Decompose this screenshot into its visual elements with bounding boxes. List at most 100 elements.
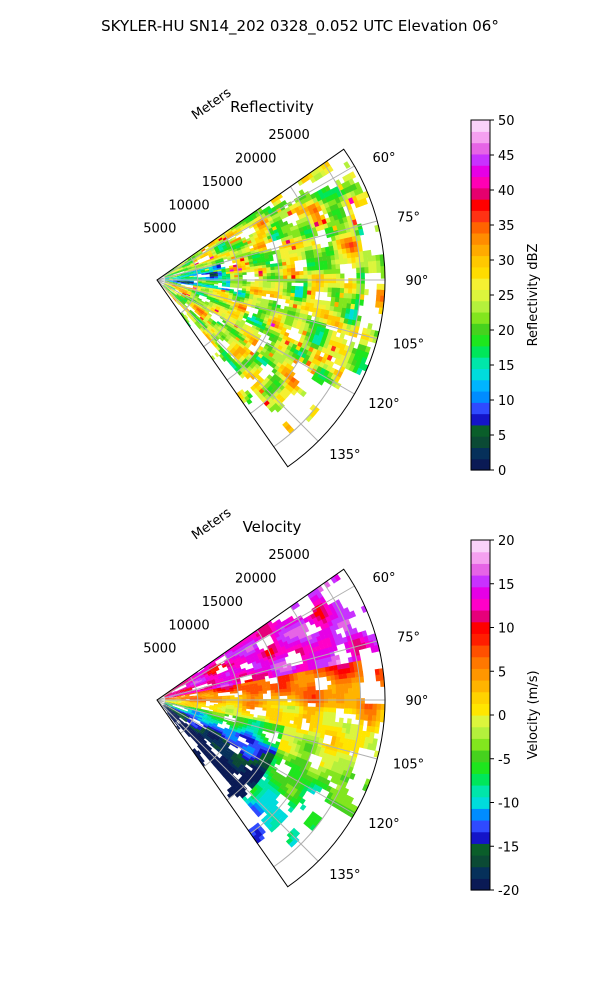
radar-cell <box>260 718 266 723</box>
radar-cell <box>208 673 213 677</box>
radar-cell <box>291 705 296 710</box>
radar-cell <box>246 281 251 285</box>
radar-cell <box>165 700 170 701</box>
radar-cell <box>224 652 230 657</box>
radar-cell <box>184 716 189 720</box>
radar-cell <box>253 217 260 223</box>
radar-cell <box>244 655 250 660</box>
radar-cell <box>198 682 204 685</box>
radar-cell <box>164 275 169 278</box>
radar-cell <box>175 715 179 720</box>
radar-cell <box>177 697 182 699</box>
radar-cell <box>181 713 186 717</box>
radar-cell <box>304 322 310 329</box>
radar-cell <box>342 722 348 729</box>
radar-cell <box>184 272 190 274</box>
radar-cell <box>187 299 192 303</box>
colorbar-swatch <box>471 244 490 257</box>
radar-cell <box>206 320 212 325</box>
radar-cell <box>358 228 365 236</box>
radar-cell <box>257 682 263 687</box>
radar-cell <box>288 234 294 240</box>
radar-cell <box>319 658 325 665</box>
radar-cell <box>168 272 173 275</box>
radar-cell <box>286 292 291 297</box>
radar-cell <box>342 175 349 183</box>
radar-cell <box>336 224 342 231</box>
radar-cell <box>216 304 222 308</box>
radar-cell <box>316 649 323 656</box>
radar-cell <box>333 573 341 582</box>
colorbar-swatch <box>471 808 490 821</box>
radar-cell <box>326 260 332 266</box>
figure-title: SKYLER-HU SN14_202 0328_0.052 UTC Elevat… <box>101 17 499 36</box>
radar-cell <box>214 309 220 313</box>
radar-cell <box>173 702 178 704</box>
radar-cell <box>258 268 263 272</box>
radar-cell <box>210 328 216 334</box>
radar-cell <box>191 676 196 680</box>
radar-cell <box>246 694 251 698</box>
radar-cell <box>206 332 211 338</box>
radar-cell <box>360 288 365 295</box>
radar-cell <box>226 234 231 239</box>
radar-cell <box>214 277 219 280</box>
radar-cell <box>298 679 303 685</box>
radar-cell <box>340 273 345 279</box>
radar-cell <box>228 332 234 337</box>
polar-grid <box>156 162 385 448</box>
radar-cell <box>327 689 333 695</box>
radar-cell <box>180 722 184 726</box>
radar-cell <box>310 682 316 687</box>
radar-cell <box>360 703 365 710</box>
radar-cell <box>194 263 200 267</box>
radar-cell <box>338 673 344 680</box>
radar-cell <box>203 329 209 335</box>
radar-cell <box>367 255 373 263</box>
radar-cell <box>190 722 195 727</box>
radar-cell <box>290 289 296 294</box>
radar-cell <box>179 269 184 272</box>
radar-cell <box>192 288 197 291</box>
radar-cell <box>308 726 314 733</box>
radar-cell <box>184 692 190 694</box>
radar-cell <box>231 730 237 735</box>
radar-cell <box>248 216 254 222</box>
radar-cell <box>213 310 219 315</box>
radar-cell <box>361 630 368 638</box>
radar-cell <box>298 709 304 715</box>
radar-cell <box>184 272 190 275</box>
radar-cell <box>209 700 215 703</box>
radar-cell <box>262 704 268 708</box>
radar-cell <box>357 245 363 253</box>
radar-cell <box>229 660 235 665</box>
radar-cell <box>339 288 345 294</box>
radar-cell <box>193 696 198 698</box>
radar-cell <box>327 693 333 699</box>
radar-cell <box>250 268 255 273</box>
radar-cell <box>348 241 355 249</box>
radar-cell <box>182 264 187 268</box>
radar-cell <box>168 284 173 287</box>
colorbar-tick-label: -10 <box>498 797 519 812</box>
radar-cell <box>359 719 364 726</box>
radar-cell <box>202 313 207 317</box>
radar-cell <box>259 253 265 258</box>
radar-cell <box>359 714 365 721</box>
radar-cell <box>224 307 229 312</box>
radar-cell <box>359 256 365 263</box>
radar-cell <box>233 230 238 235</box>
radar-cell <box>192 708 197 711</box>
radar-cell <box>195 264 200 268</box>
radar-cell <box>286 705 292 710</box>
radar-cell <box>208 324 214 329</box>
radar-cell <box>221 253 227 257</box>
radar-cell <box>281 200 288 206</box>
radar-cell <box>233 726 239 731</box>
radar-cell <box>307 286 312 292</box>
radar-cell <box>331 287 337 293</box>
radar-cell <box>218 310 223 315</box>
radar-cell <box>202 715 208 719</box>
radar-cell <box>290 712 295 718</box>
radar-cell <box>177 703 182 705</box>
